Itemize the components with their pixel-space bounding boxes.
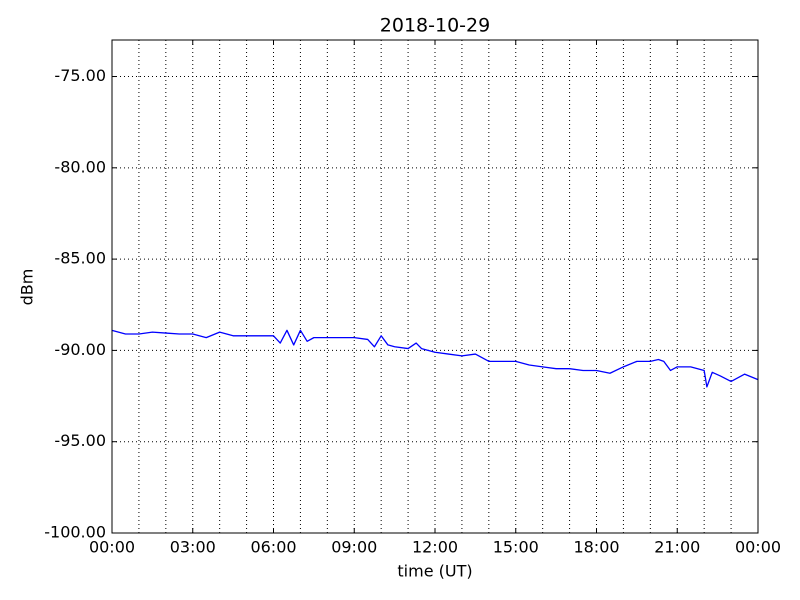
data-line: [111, 329, 759, 388]
y-tick-label: -75.00: [54, 66, 106, 85]
x-tick-label: 00:00: [735, 538, 781, 557]
y-tick-label: -85.00: [54, 249, 106, 268]
x-tick-label: 15:00: [493, 538, 539, 557]
x-tick-label: 21:00: [654, 538, 700, 557]
x-tick-label: 06:00: [250, 538, 296, 557]
y-tick-label: -95.00: [54, 431, 106, 450]
x-tick-label: 00:00: [89, 538, 135, 557]
y-axis-label: dBm: [18, 269, 37, 306]
x-axis-label: time (UT): [397, 562, 472, 581]
y-tick-label: -90.00: [54, 340, 106, 359]
plot-frame: [111, 39, 759, 534]
x-tick-label: 18:00: [573, 538, 619, 557]
y-tick-label: -100.00: [44, 523, 106, 542]
y-tick-label: -80.00: [54, 157, 106, 176]
x-tick-label: 03:00: [170, 538, 216, 557]
x-tick-label: 09:00: [331, 538, 377, 557]
x-tick-label: 12:00: [412, 538, 458, 557]
chart-title: 2018-10-29: [380, 15, 490, 37]
